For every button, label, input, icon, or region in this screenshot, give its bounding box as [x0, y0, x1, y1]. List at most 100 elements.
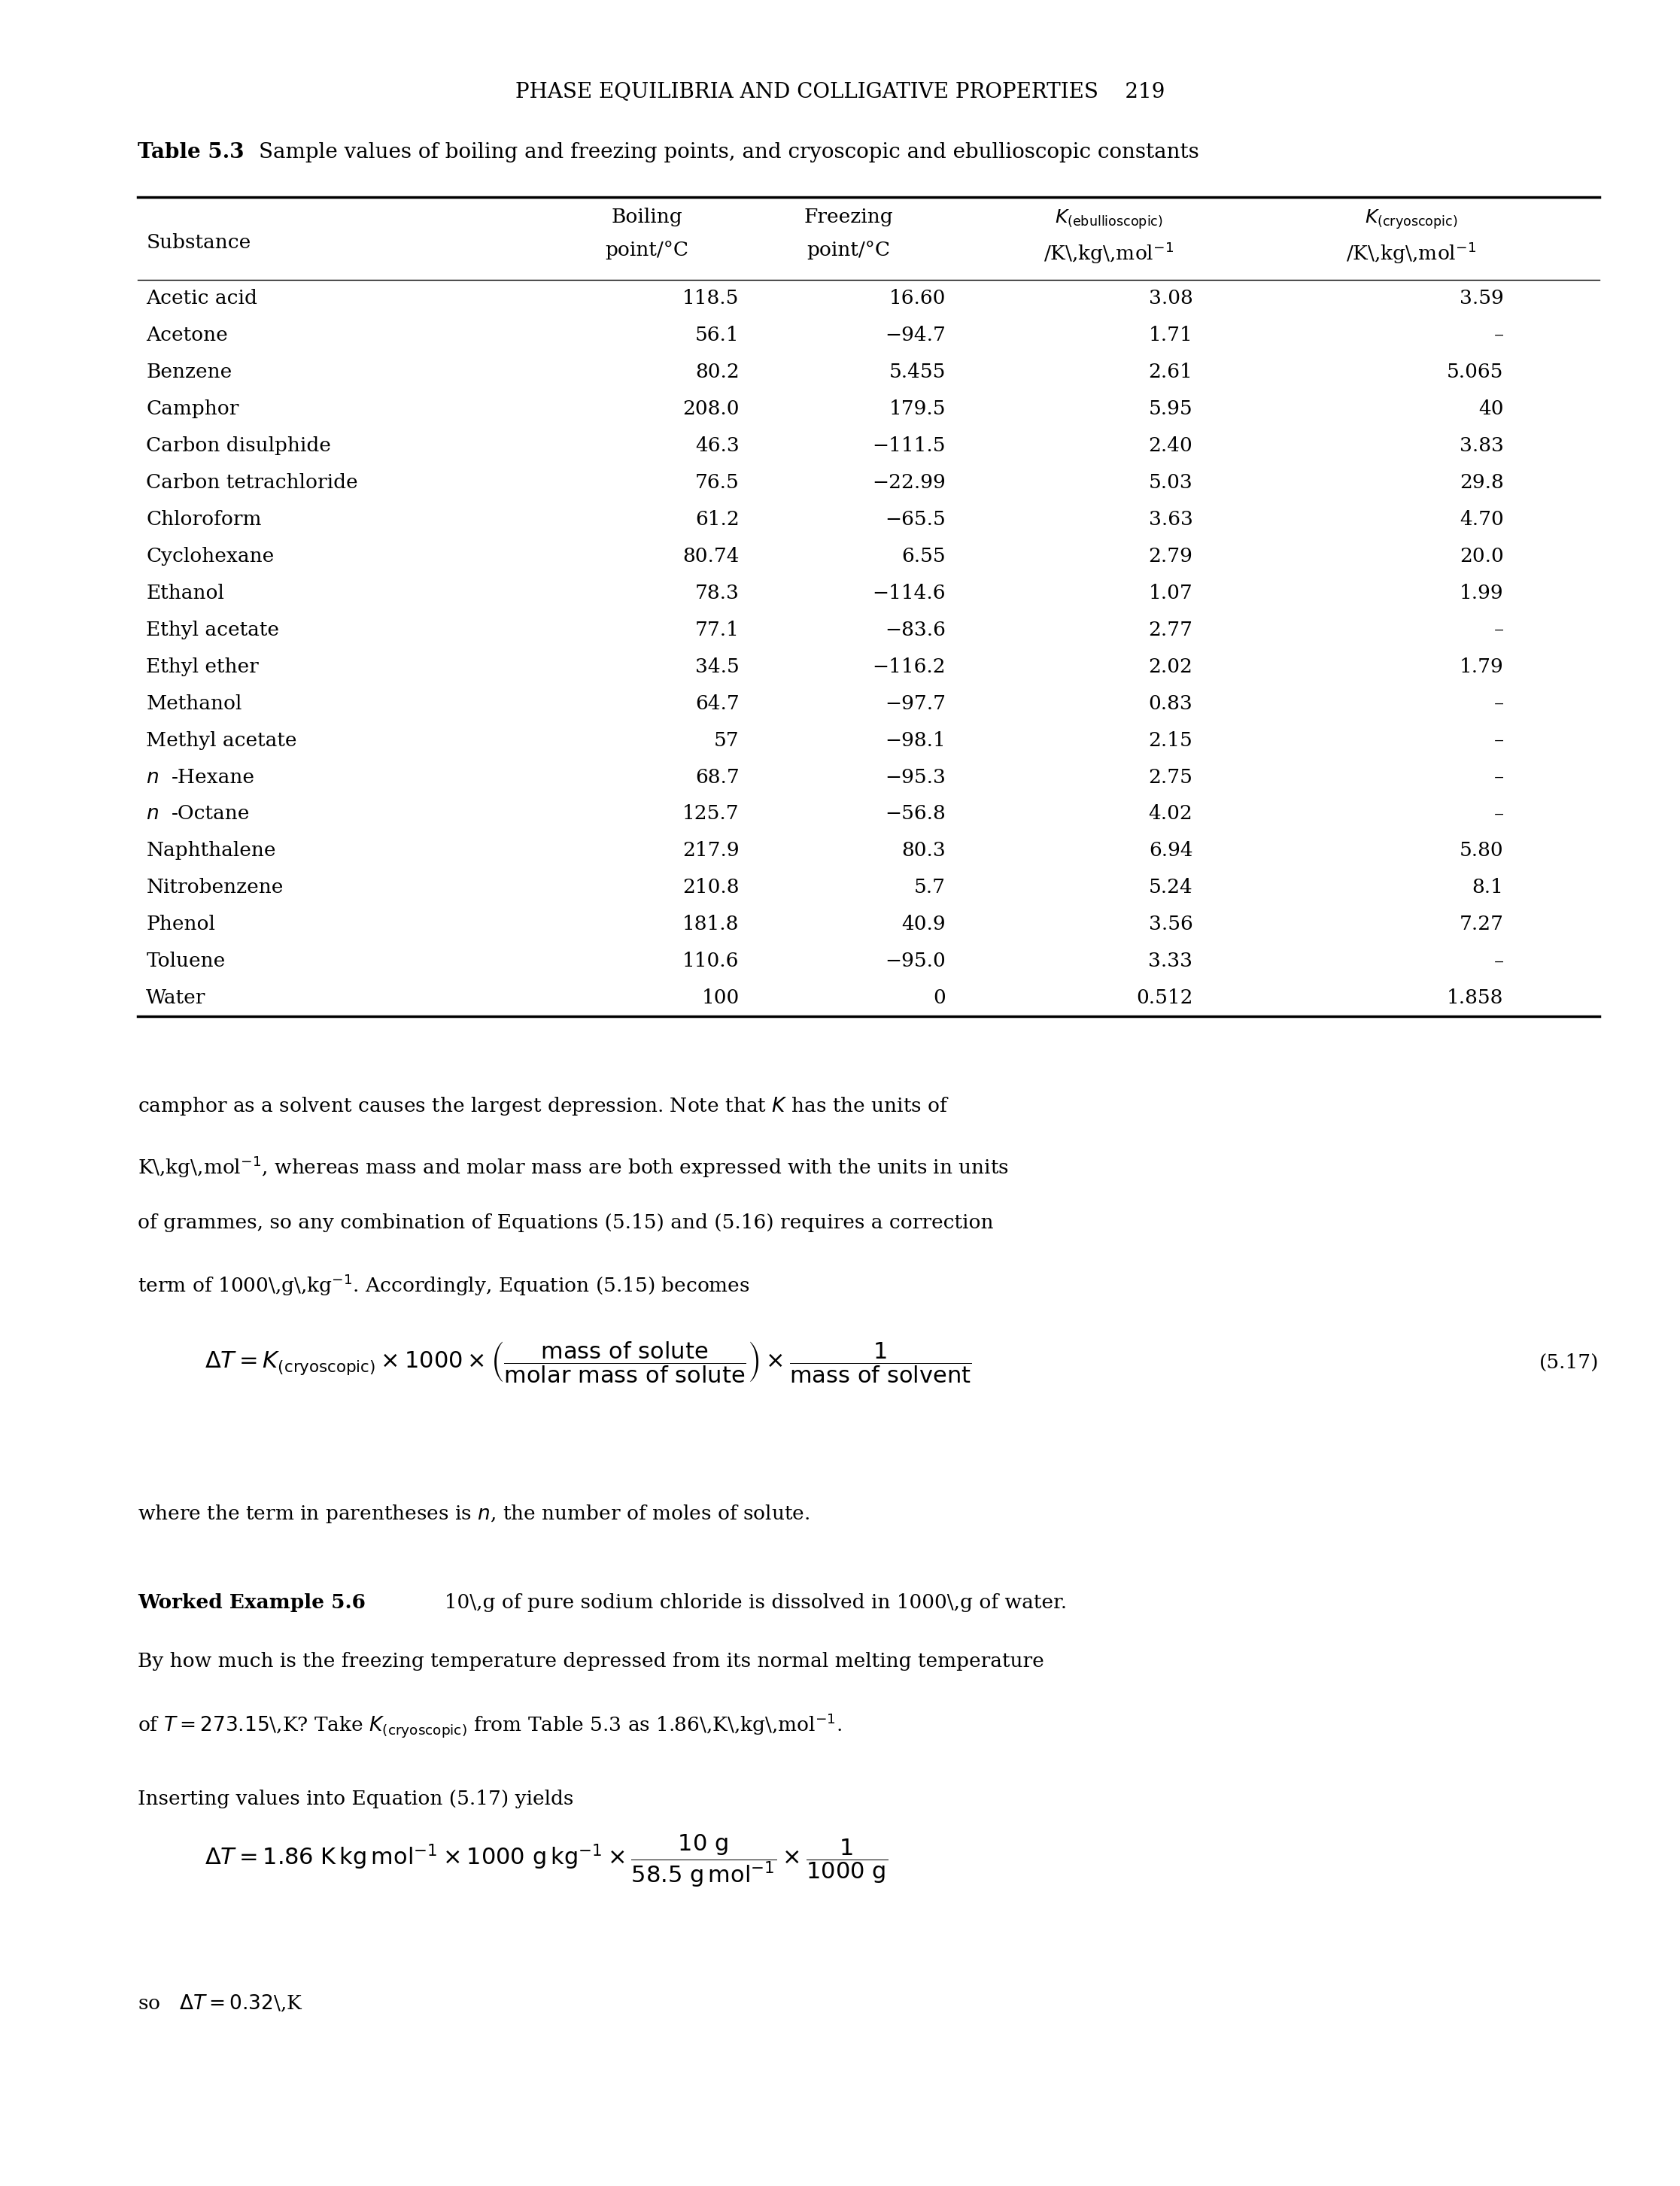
Text: term of 1000\,g\,kg$^{-1}$. Accordingly, Equation (5.15) becomes: term of 1000\,g\,kg$^{-1}$. Accordingly,…: [138, 1272, 749, 1298]
Text: 100: 100: [701, 988, 739, 1008]
Text: Ethanol: Ethanol: [146, 584, 225, 603]
Text: 2.75: 2.75: [1149, 767, 1193, 787]
Text: Acetic acid: Acetic acid: [146, 289, 257, 308]
Text: −116.2: −116.2: [872, 658, 946, 675]
Text: Substance: Substance: [146, 234, 250, 251]
Text: 46.3: 46.3: [696, 437, 739, 455]
Text: Chloroform: Chloroform: [146, 509, 262, 529]
Text: By how much is the freezing temperature depressed from its normal melting temper: By how much is the freezing temperature …: [138, 1653, 1045, 1670]
Text: so$\quad$$\Delta T = 0.32$\,K: so$\quad$$\Delta T = 0.32$\,K: [138, 1994, 302, 2013]
Text: −65.5: −65.5: [885, 509, 946, 529]
Text: 80.3: 80.3: [902, 842, 946, 859]
Text: 1.71: 1.71: [1149, 326, 1193, 345]
Text: −97.7: −97.7: [885, 693, 946, 713]
Text: 5.455: 5.455: [889, 363, 946, 380]
Text: 5.24: 5.24: [1149, 879, 1193, 896]
Text: Ethyl ether: Ethyl ether: [146, 658, 259, 675]
Text: Benzene: Benzene: [146, 363, 232, 380]
Text: camphor as a solvent causes the largest depression. Note that $K$ has the units : camphor as a solvent causes the largest …: [138, 1095, 949, 1117]
Text: $\Delta T = K_{\mathrm{(cryoscopic)}} \times 1000 \times \left(\dfrac{\mathrm{ma: $\Delta T = K_{\mathrm{(cryoscopic)}} \t…: [205, 1340, 973, 1386]
Text: Worked Example 5.6: Worked Example 5.6: [138, 1594, 366, 1611]
Text: Naphthalene: Naphthalene: [146, 842, 276, 859]
Text: 64.7: 64.7: [696, 693, 739, 713]
Text: −95.3: −95.3: [885, 767, 946, 787]
Text: 3.08: 3.08: [1149, 289, 1193, 308]
Text: point/°C: point/°C: [806, 240, 890, 260]
Text: 80.2: 80.2: [696, 363, 739, 380]
Text: 179.5: 179.5: [889, 400, 946, 418]
Text: -Octane: -Octane: [171, 804, 250, 824]
Text: 5.065: 5.065: [1446, 363, 1504, 380]
Text: 2.02: 2.02: [1149, 658, 1193, 675]
Text: where the term in parentheses is $n$, the number of moles of solute.: where the term in parentheses is $n$, th…: [138, 1502, 810, 1524]
Text: Methanol: Methanol: [146, 693, 242, 713]
Text: 16.60: 16.60: [889, 289, 946, 308]
Text: 3.63: 3.63: [1149, 509, 1193, 529]
Text: Acetone: Acetone: [146, 326, 228, 345]
Text: 7.27: 7.27: [1460, 916, 1504, 933]
Text: 61.2: 61.2: [696, 509, 739, 529]
Text: −56.8: −56.8: [885, 804, 946, 824]
Text: 4.02: 4.02: [1149, 804, 1193, 824]
Text: 34.5: 34.5: [696, 658, 739, 675]
Text: -Hexane: -Hexane: [171, 767, 255, 787]
Text: 4.70: 4.70: [1460, 509, 1504, 529]
Text: Phenol: Phenol: [146, 916, 215, 933]
Text: 5.03: 5.03: [1149, 472, 1193, 492]
Text: 1.07: 1.07: [1149, 584, 1193, 603]
Text: 3.59: 3.59: [1460, 289, 1504, 308]
Text: of $T = 273.15$\,K? Take $K_{\mathrm{(cryoscopic)}}$ from Table 5.3 as 1.86\,K\,: of $T = 273.15$\,K? Take $K_{\mathrm{(cr…: [138, 1712, 842, 1738]
Text: 210.8: 210.8: [682, 879, 739, 896]
Text: Inserting values into Equation (5.17) yields: Inserting values into Equation (5.17) yi…: [138, 1790, 573, 1808]
Text: 181.8: 181.8: [682, 916, 739, 933]
Text: Sample values of boiling and freezing points, and cryoscopic and ebullioscopic c: Sample values of boiling and freezing po…: [259, 142, 1200, 162]
Text: 78.3: 78.3: [696, 584, 739, 603]
Text: −114.6: −114.6: [872, 584, 946, 603]
Text: –: –: [1494, 951, 1504, 971]
Text: 3.56: 3.56: [1149, 916, 1193, 933]
Text: −111.5: −111.5: [872, 437, 946, 455]
Text: Cyclohexane: Cyclohexane: [146, 546, 274, 566]
Text: 0.512: 0.512: [1136, 988, 1193, 1008]
Text: –: –: [1494, 730, 1504, 750]
Text: Nitrobenzene: Nitrobenzene: [146, 879, 284, 896]
Text: Boiling: Boiling: [612, 208, 682, 227]
Text: 0: 0: [932, 988, 946, 1008]
Text: of grammes, so any combination of Equations (5.15) and (5.16) requires a correct: of grammes, so any combination of Equati…: [138, 1213, 993, 1233]
Text: 3.33: 3.33: [1149, 951, 1193, 971]
Text: 3.83: 3.83: [1460, 437, 1504, 455]
Text: Carbon disulphide: Carbon disulphide: [146, 437, 331, 455]
Text: 40.9: 40.9: [902, 916, 946, 933]
Text: –: –: [1494, 326, 1504, 345]
Text: $K_{\mathrm{(cryoscopic)}}$: $K_{\mathrm{(cryoscopic)}}$: [1364, 208, 1458, 232]
Text: 20.0: 20.0: [1460, 546, 1504, 566]
Text: 68.7: 68.7: [696, 767, 739, 787]
Text: Camphor: Camphor: [146, 400, 239, 418]
Text: –: –: [1494, 767, 1504, 787]
Text: $\Delta T = 1.86\ \mathrm{K\,kg\,mol^{-1}} \times 1000\ \mathrm{g\,kg^{-1}} \tim: $\Delta T = 1.86\ \mathrm{K\,kg\,mol^{-1…: [205, 1832, 889, 1889]
Text: 40: 40: [1478, 400, 1504, 418]
Text: Ethyl acetate: Ethyl acetate: [146, 621, 279, 638]
Text: 5.80: 5.80: [1460, 842, 1504, 859]
Text: −98.1: −98.1: [885, 730, 946, 750]
Text: 118.5: 118.5: [682, 289, 739, 308]
Text: –: –: [1494, 804, 1504, 824]
Text: −94.7: −94.7: [885, 326, 946, 345]
Text: 2.15: 2.15: [1149, 730, 1193, 750]
Text: 10\,g of pure sodium chloride is dissolved in 1000\,g of water.: 10\,g of pure sodium chloride is dissolv…: [432, 1594, 1067, 1611]
Text: 2.40: 2.40: [1149, 437, 1193, 455]
Text: −22.99: −22.99: [872, 472, 946, 492]
Text: $n$: $n$: [146, 804, 160, 824]
Text: 110.6: 110.6: [682, 951, 739, 971]
Text: 77.1: 77.1: [696, 621, 739, 638]
Text: /K\,kg\,mol$^{-1}$: /K\,kg\,mol$^{-1}$: [1043, 240, 1174, 267]
Text: –: –: [1494, 693, 1504, 713]
Text: 76.5: 76.5: [696, 472, 739, 492]
Text: $n$: $n$: [146, 767, 160, 787]
Text: 57: 57: [714, 730, 739, 750]
Text: 208.0: 208.0: [682, 400, 739, 418]
Text: 1.99: 1.99: [1460, 584, 1504, 603]
Text: Carbon tetrachloride: Carbon tetrachloride: [146, 472, 358, 492]
Text: 125.7: 125.7: [682, 804, 739, 824]
Text: 5.7: 5.7: [914, 879, 946, 896]
